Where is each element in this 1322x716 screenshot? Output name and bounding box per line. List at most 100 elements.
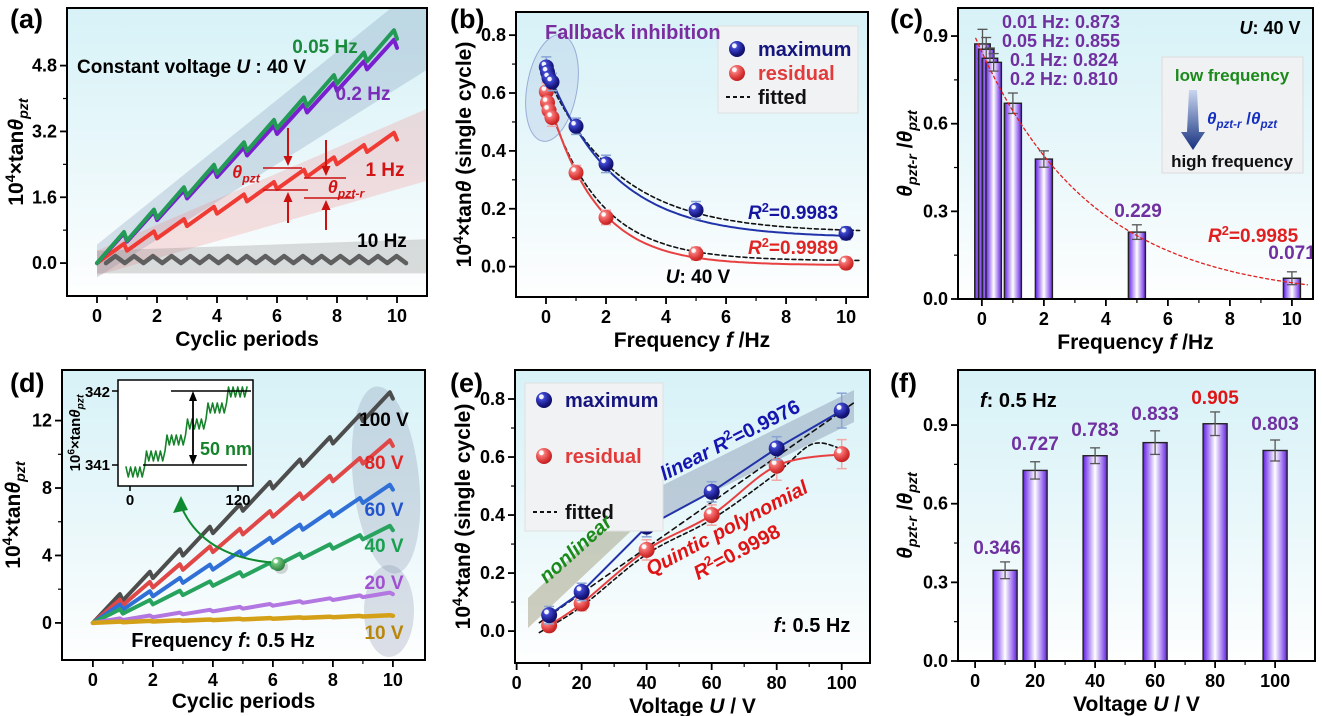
highlight-ellipse xyxy=(351,386,421,574)
data-point xyxy=(573,583,590,600)
annotation: 106×tanθpzt xyxy=(66,394,86,471)
annotation: 341 xyxy=(85,457,110,474)
annotation: R2=0.9983 xyxy=(748,200,838,224)
axes: 0 2 4 6 8 10 0.0 1.6 3.2 4.8 Cyclic periods 104×tan… xyxy=(3,56,407,351)
data-point xyxy=(536,448,552,464)
box xyxy=(1161,56,1304,174)
panel-e-label: (e) xyxy=(450,368,483,398)
inset-signal xyxy=(125,386,248,478)
data-point-highlight xyxy=(541,61,547,67)
y-tick-label: 0 xyxy=(42,613,52,633)
arrow-head xyxy=(173,496,188,513)
arrow-head xyxy=(283,192,293,202)
y-tick-label: 0.8 xyxy=(480,389,505,409)
bar xyxy=(1262,449,1288,661)
data-point xyxy=(598,156,614,172)
data-point-highlight xyxy=(731,43,737,49)
annotation: high frequency xyxy=(1171,152,1293,171)
annotation: θpzt-r /θpzt xyxy=(1207,109,1278,131)
data-point-highlight xyxy=(273,559,278,564)
y-tick-label: 0.0 xyxy=(923,289,948,309)
x-tick-label: 6 xyxy=(721,307,731,327)
series-points xyxy=(538,82,854,271)
data-point-highlight xyxy=(601,158,606,164)
annotation: Fallback inhibition xyxy=(545,22,721,44)
x-tick-label: 2 xyxy=(601,307,611,327)
data-point xyxy=(568,118,584,134)
fitted-curve xyxy=(546,75,861,232)
panel-b: maximum residual fitted Fallback inhibition… xyxy=(440,0,880,358)
arrow-head xyxy=(283,156,293,166)
x-tick-label: 0 xyxy=(970,671,980,691)
annotation: U: 40 V xyxy=(666,267,731,288)
annotation: 0 xyxy=(126,492,134,509)
annotation: 120 xyxy=(225,492,250,509)
x-tick-label: 2 xyxy=(148,670,158,690)
panel-c-label: (c) xyxy=(890,4,923,34)
panel-f-label: (f) xyxy=(890,368,917,398)
annotation: 10 Hz xyxy=(357,231,407,252)
x-tick-label: 0 xyxy=(92,306,102,326)
plot-border xyxy=(957,7,1314,300)
bar xyxy=(1003,102,1023,299)
y-tick-label: 8 xyxy=(42,478,52,498)
arrow-head xyxy=(189,391,197,401)
annotation: 0.01 Hz: 0.873 xyxy=(1002,12,1120,32)
data-point xyxy=(768,440,785,457)
fitted-curve xyxy=(546,99,861,262)
x-tick-label: 0 xyxy=(88,670,98,690)
data-point-highlight xyxy=(691,248,696,253)
y-tick-label: 0.6 xyxy=(481,83,506,103)
panel-d: 100 V 80 V 60 V 40 V 20 V 10 V Frequency f: 0.… xyxy=(0,358,440,716)
x-tick-label: 8 xyxy=(332,306,342,326)
annotation: 1 Hz xyxy=(365,160,404,181)
x-tick-label: 4 xyxy=(212,306,222,326)
data-point xyxy=(833,446,850,463)
series-curve xyxy=(95,130,399,266)
y-tick-label: 4 xyxy=(42,545,52,565)
x-tick-label: 80 xyxy=(767,673,787,693)
bar xyxy=(1082,455,1108,661)
panel-f: f: 0.5 Hz 0.346 0.727 0.783 0.833 0.905 0.803 0… xyxy=(880,358,1322,716)
panel-c: 0.01 Hz: 0.873 0.05 Hz: 0.855 0.1 Hz: 0.82… xyxy=(880,0,1322,358)
x-tick-label: 6 xyxy=(272,306,282,326)
annotation: 80 V xyxy=(364,453,403,474)
x-tick-label: 10 xyxy=(387,306,407,326)
x-tick-label: 2 xyxy=(1039,309,1049,329)
x-tick-label: 40 xyxy=(1085,671,1105,691)
shaded-band xyxy=(633,390,854,532)
y-tick-label: 0.2 xyxy=(480,563,505,583)
data-point-highlight xyxy=(544,609,549,615)
panel-e: maximum residual fitted nonlinear linear R2=… xyxy=(440,358,880,716)
data-point-highlight xyxy=(547,112,552,117)
annotation: 0.803 xyxy=(1251,414,1299,435)
series-curve xyxy=(545,65,849,237)
panel-b-label: (b) xyxy=(450,4,485,34)
data-point-highlight xyxy=(706,486,712,492)
x-tick-label: 6 xyxy=(268,670,278,690)
data-point-highlight xyxy=(841,228,846,233)
y-tick-label: 0.3 xyxy=(923,201,948,221)
annotation: 40 V xyxy=(364,536,403,557)
data-point xyxy=(838,255,854,271)
series-curve xyxy=(90,590,395,625)
annotation: 0.05 Hz xyxy=(292,37,357,58)
axes: 0 2 4 6 8 10 0.0 0.2 0.4 0.6 0.8 Frequency f /Hz 104… xyxy=(451,25,856,352)
arrow-head xyxy=(321,200,331,210)
x-tick-label: 0 xyxy=(541,307,551,327)
y-tick-label: 0.3 xyxy=(923,572,948,592)
y-tick-label: 12 xyxy=(32,411,52,431)
data-point-highlight xyxy=(576,586,582,592)
series-curve xyxy=(90,390,395,625)
x-tick-label: 10 xyxy=(383,670,403,690)
panel-a: Constant voltage U : 40 V 0.05 Hz 0.2 Hz 1 … xyxy=(0,0,440,358)
y-tick-label: 0.4 xyxy=(481,141,506,161)
series-curve xyxy=(90,482,395,625)
x-axis-title: Cyclic periods xyxy=(175,328,319,351)
